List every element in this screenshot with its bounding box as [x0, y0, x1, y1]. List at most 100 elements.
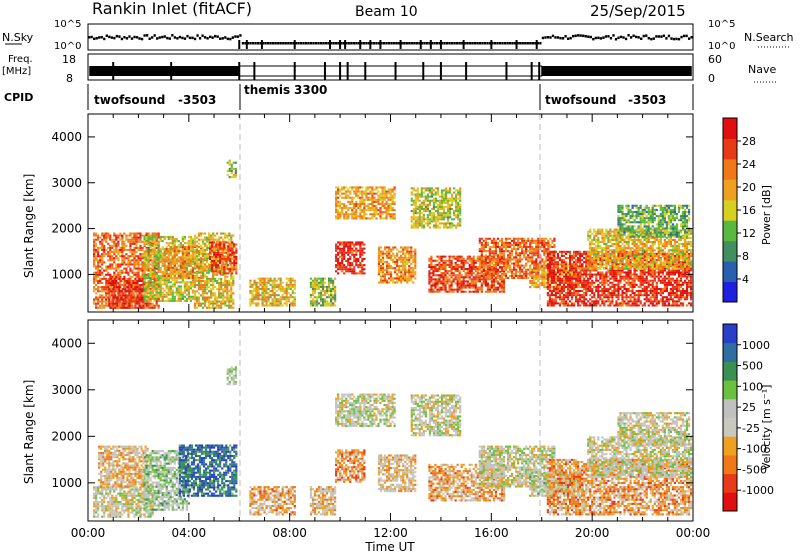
- heatmap-cell: [220, 296, 223, 299]
- heatmap-cell: [387, 256, 391, 259]
- heatmap-cell: [235, 272, 238, 275]
- heatmap-cell: [484, 276, 487, 279]
- heatmap-cell: [418, 207, 421, 211]
- heatmap-cell: [203, 300, 207, 303]
- heatmap-cell: [155, 250, 158, 253]
- heatmap-cell: [113, 267, 116, 270]
- heatmap-cell: [133, 261, 136, 264]
- heatmap-cell: [195, 271, 199, 274]
- heatmap-cell: [466, 255, 469, 258]
- heatmap-cell: [460, 259, 463, 262]
- heatmap-cell: [181, 250, 184, 253]
- heatmap-cell: [116, 298, 119, 301]
- heatmap-cell: [500, 290, 504, 293]
- heatmap-cell: [267, 298, 270, 301]
- heatmap-cell: [444, 224, 448, 227]
- heatmap-cell: [230, 277, 233, 280]
- heatmap-cell: [137, 246, 140, 249]
- nsky-point: [251, 42, 255, 45]
- heatmap-cell: [191, 295, 195, 298]
- heatmap-cell: [116, 306, 119, 309]
- nsky-point: [186, 34, 189, 38]
- heatmap-cell: [285, 283, 288, 286]
- heatmap-cell: [468, 257, 471, 260]
- heatmap-cell: [410, 199, 413, 202]
- heatmap-cell: [171, 285, 174, 288]
- heatmap-cell: [377, 213, 380, 216]
- heatmap-cell: [476, 257, 479, 260]
- heatmap-cell: [253, 302, 256, 305]
- heatmap-cell: [450, 255, 453, 258]
- heatmap-cell: [426, 195, 429, 198]
- heatmap-cell: [115, 238, 118, 241]
- heatmap-cell: [283, 302, 286, 305]
- heatmap-cell: [389, 271, 393, 274]
- heatmap-cell: [149, 270, 152, 274]
- heatmap-cell: [377, 260, 381, 263]
- heatmap-cell: [361, 268, 364, 271]
- heatmap-cell: [438, 195, 442, 198]
- heatmap-cell: [212, 238, 215, 241]
- heatmap-cell: [93, 281, 96, 285]
- heatmap-cell: [408, 256, 411, 259]
- heatmap-cell: [279, 287, 282, 290]
- heatmap-cell: [214, 248, 217, 252]
- nsky-point: [476, 42, 479, 45]
- heatmap-cell: [482, 262, 485, 265]
- heatmap-cell: [263, 277, 266, 280]
- heatmap-cell: [391, 202, 394, 205]
- heatmap-cell: [355, 217, 358, 220]
- heatmap-cell: [179, 295, 182, 298]
- heatmap-cell: [476, 274, 479, 277]
- heatmap-cell: [476, 276, 479, 279]
- heatmap-cell: [99, 242, 102, 245]
- heatmap-cell: [408, 258, 411, 261]
- heatmap-cell: [383, 186, 386, 189]
- heatmap-cell: [349, 190, 352, 193]
- heatmap-cell: [109, 263, 112, 266]
- heatmap-cell: [341, 211, 344, 214]
- heatmap-cell: [116, 302, 119, 305]
- nsky-point: [387, 42, 391, 45]
- heatmap-cell: [193, 296, 197, 299]
- nsky-point: [148, 37, 151, 41]
- nsky-point: [461, 42, 464, 45]
- heatmap-cell: [418, 210, 421, 213]
- heatmap-cell: [261, 281, 264, 284]
- heatmap-cell: [410, 216, 413, 219]
- nsky-panel: N.Sky 10^5 10^0 10^5 10^0 N.Search: [2, 19, 794, 52]
- heatmap-cell: [323, 285, 327, 288]
- heatmap-cell: [195, 246, 199, 249]
- heatmap-cell: [454, 282, 457, 285]
- heatmap-cell: [345, 204, 348, 208]
- heatmap-cell: [215, 245, 218, 248]
- heatmap-cell: [107, 251, 110, 254]
- heatmap-cell: [392, 254, 395, 257]
- heatmap-cell: [381, 262, 385, 266]
- heatmap-cell: [434, 224, 438, 227]
- heatmap-cell: [381, 281, 385, 284]
- heatmap-cell: [203, 253, 207, 256]
- heatmap-cell: [430, 189, 434, 192]
- heatmap-cell: [359, 202, 362, 205]
- heatmap-cell: [482, 272, 485, 275]
- heatmap-cell: [480, 262, 483, 265]
- heatmap-cell: [137, 275, 140, 278]
- heatmap-cell: [224, 296, 227, 299]
- heatmap-cell: [430, 212, 434, 215]
- heatmap-cell: [343, 202, 346, 205]
- heatmap-cell: [210, 300, 213, 303]
- nsky-point: [191, 36, 194, 40]
- heatmap-cell: [430, 272, 433, 275]
- heatmap-cell: [210, 236, 213, 239]
- heatmap-cell: [121, 271, 124, 274]
- heatmap-cell: [153, 273, 156, 276]
- heatmap-cell: [143, 237, 146, 241]
- heatmap-cell: [149, 283, 152, 286]
- heatmap-cell: [458, 263, 461, 266]
- nsky-point: [667, 34, 671, 38]
- heatmap-cell: [430, 191, 434, 194]
- heatmap-cell: [128, 304, 131, 307]
- heatmap-cell: [183, 274, 186, 277]
- heatmap-cell: [203, 251, 207, 254]
